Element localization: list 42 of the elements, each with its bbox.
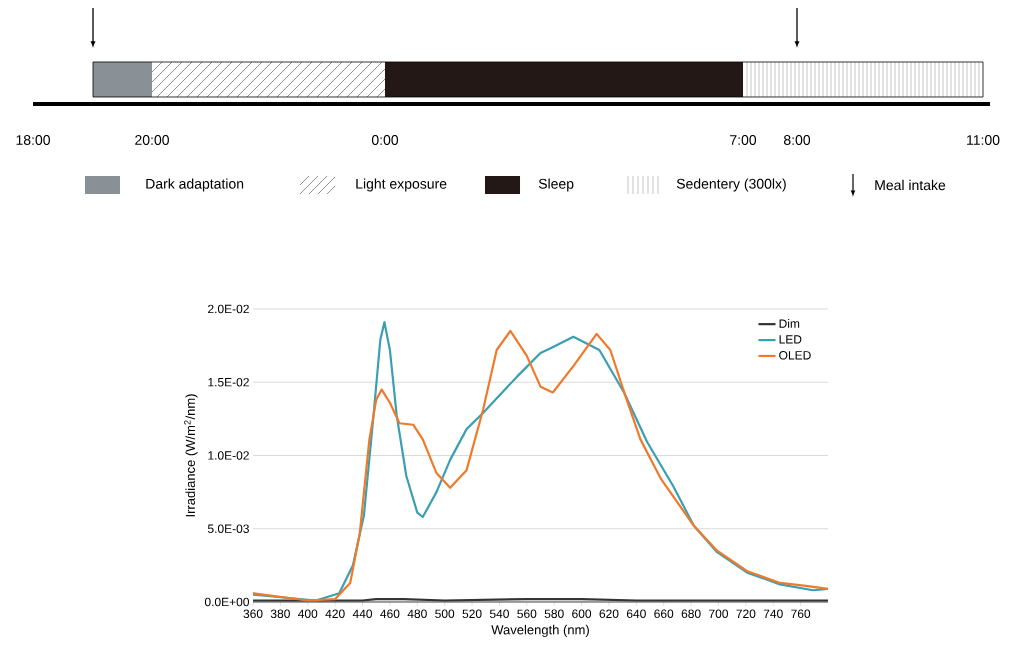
x-tick-label: 720 xyxy=(736,609,756,619)
x-tick-label: 680 xyxy=(681,609,701,619)
x-tick-label: 580 xyxy=(544,609,564,619)
x-tick-label: 560 xyxy=(517,609,537,619)
x-tick-label: 480 xyxy=(407,609,427,619)
y-tick-label: 5.0E-03 xyxy=(207,524,249,533)
text: 11:00 xyxy=(967,135,1000,145)
text: Dark adaptation xyxy=(146,178,244,192)
legend-label: LED xyxy=(779,335,802,344)
text: 18:00 xyxy=(16,135,50,145)
text: Light exposure xyxy=(356,178,447,192)
x-tick-label: 660 xyxy=(654,609,674,619)
x-tick-label: 740 xyxy=(763,609,783,619)
x-tick-label: 400 xyxy=(298,609,318,619)
legend-label: Dim xyxy=(779,319,800,328)
x-tick-label: 440 xyxy=(352,609,373,619)
text: Sedentery (300lx) xyxy=(676,178,786,192)
text: 20:00 xyxy=(135,135,169,145)
y-tick-label: 1.0E-02 xyxy=(208,451,249,460)
x-tick-label: 500 xyxy=(435,609,455,619)
x-tick-label: 420 xyxy=(325,609,345,619)
text: Meal intake xyxy=(875,179,946,191)
y-axis-title: Irradiance (W/m$^{2}$/nm) xyxy=(184,394,198,517)
x-tick-label: 460 xyxy=(380,609,400,619)
x-tick-label: 700 xyxy=(709,609,729,619)
x-tick-label: 600 xyxy=(572,609,592,619)
text: 0:00 xyxy=(371,135,399,145)
y-tick-label: 1.5E-02 xyxy=(208,377,249,387)
text: 8:00 xyxy=(783,135,811,145)
text: Sleep xyxy=(538,178,574,192)
x-tick-label: 360 xyxy=(243,609,263,619)
x-tick-label: 640 xyxy=(626,609,646,619)
x-tick-label: 520 xyxy=(462,609,482,619)
text: 7:00 xyxy=(730,135,757,145)
y-tick-label: 0.0E+00 xyxy=(204,597,250,607)
x-tick-label: 620 xyxy=(599,609,619,619)
x-tick-label: 760 xyxy=(791,609,811,619)
x-axis-title: Wavelength (nm) xyxy=(491,624,589,637)
legend-label: OLED xyxy=(779,351,811,360)
x-tick-label: 540 xyxy=(489,609,509,619)
x-tick-label: 380 xyxy=(270,609,290,619)
y-tick-label: 2.0E-02 xyxy=(208,304,249,314)
